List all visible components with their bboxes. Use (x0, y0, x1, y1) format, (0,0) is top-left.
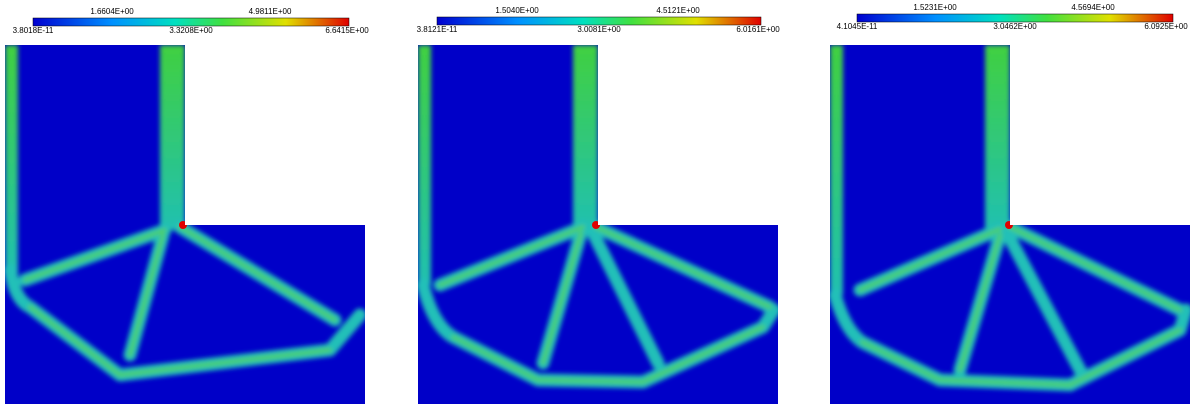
colorbar-label: 3.0462E+00 (993, 22, 1037, 31)
colorbar-label: 6.0925E+00 (1144, 22, 1188, 31)
colorbar-label: 4.9811E+00 (249, 7, 292, 16)
colorbar-label: 4.5121E+00 (656, 6, 700, 15)
panel: 1.5040E+00 4.5121E+00 3.8121E-11 3.0081E… (417, 6, 780, 404)
contour-plot (5, 45, 365, 404)
panel: 1.6604E+00 4.9811E+00 3.8018E-11 3.3208E… (5, 7, 369, 404)
colorbar (32, 17, 350, 27)
colorbar-label: 3.3208E+00 (169, 26, 213, 35)
colorbar-label: 6.6415E+00 (325, 26, 369, 35)
colorbar-label: 4.5694E+00 (1071, 3, 1115, 12)
contour-plot (418, 45, 778, 404)
colorbar-label: 3.0081E+00 (577, 25, 621, 34)
contour-plot (830, 45, 1190, 404)
colorbar-label: 6.0161E+00 (736, 25, 780, 34)
colorbar (856, 13, 1174, 23)
colorbar-label: 3.8018E-11 (13, 26, 54, 35)
colorbar-label: 1.6604E+00 (90, 7, 134, 16)
colorbar-label: 4.1045E-11 (837, 22, 878, 31)
colorbar (436, 16, 762, 26)
colorbar-label: 1.5231E+00 (913, 3, 957, 12)
panel: 1.5231E+00 4.5694E+00 4.1045E-11 3.0462E… (830, 3, 1190, 404)
colorbar-label: 1.5040E+00 (495, 6, 539, 15)
colorbar-label: 3.8121E-11 (417, 25, 458, 34)
